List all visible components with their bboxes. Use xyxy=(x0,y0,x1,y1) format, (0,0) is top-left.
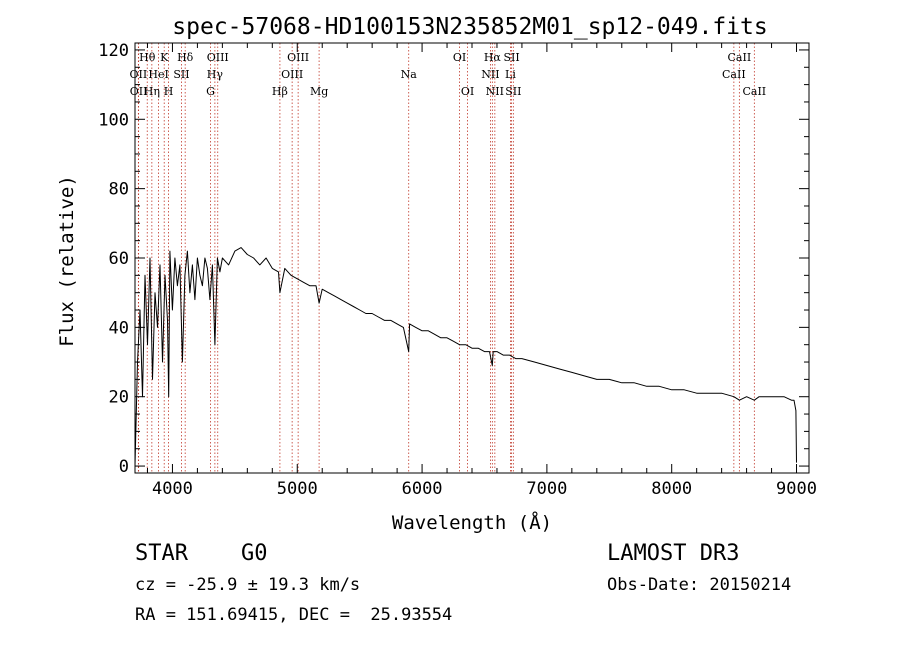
line-labels: Hθ OII OII K Hη HeI H Hδ SII OIII Hγ G Hβ OIII OIII Mg N… xyxy=(130,51,767,98)
line-label-0: Hθ xyxy=(139,51,156,64)
line-label-27: CaII xyxy=(742,85,766,98)
line-label-23: Li xyxy=(505,68,516,81)
x-tick-label-2: 6000 xyxy=(402,479,443,499)
y-tick-label-0: 0 xyxy=(119,457,129,477)
line-label-21: NII xyxy=(486,85,504,98)
y-axis-label: Flux (relative) xyxy=(56,175,78,347)
y-tick-label-2: 40 xyxy=(109,318,129,338)
line-markers xyxy=(137,43,755,473)
chart-title: spec-57068-HD100153N235852M01_sp12-049.f… xyxy=(172,14,767,40)
line-label-1: OII xyxy=(130,68,148,81)
plot-frame xyxy=(134,42,810,474)
line-label-9: OIII xyxy=(207,51,229,64)
spectrum-line xyxy=(134,247,797,467)
line-label-11: G xyxy=(206,85,215,98)
line-label-15: Mg xyxy=(310,85,328,98)
coordinates-label: RA = 151.69415, DEC = 25.93554 xyxy=(135,605,452,625)
x-tick-label-1: 5000 xyxy=(277,479,318,499)
y-axis: 0 20 40 60 80 100 120 xyxy=(98,41,809,477)
line-label-17: OI xyxy=(453,51,466,64)
line-label-24: SII xyxy=(505,85,521,98)
line-label-16: Na xyxy=(401,68,418,81)
x-tick-label-5: 9000 xyxy=(776,479,817,499)
subclass-label: G0 xyxy=(241,541,268,566)
x-tick-label-0: 4000 xyxy=(152,479,193,499)
line-label-22: SII xyxy=(503,51,519,64)
line-label-2: OII xyxy=(130,85,148,98)
line-label-5: HeI xyxy=(148,68,168,81)
line-label-18: OI xyxy=(461,85,474,98)
line-label-10: Hγ xyxy=(207,68,224,81)
line-label-19: Hα xyxy=(484,51,502,64)
y-tick-label-4: 80 xyxy=(109,180,129,200)
spectrum-series xyxy=(134,247,797,467)
line-label-3: K xyxy=(160,51,169,64)
x-axis: 4000 5000 6000 7000 8000 9000 xyxy=(146,43,817,499)
line-label-26: CaII xyxy=(722,68,746,81)
line-label-4: Hη xyxy=(144,85,160,98)
y-tick-label-5: 100 xyxy=(98,110,129,130)
x-tick-label-4: 8000 xyxy=(651,479,692,499)
y-tick-label-6: 120 xyxy=(98,41,129,61)
line-label-8: SII xyxy=(173,68,189,81)
line-label-25: CaII xyxy=(728,51,752,64)
line-label-7: Hδ xyxy=(177,51,194,64)
redshift-label: cz = -25.9 ± 19.3 km/s xyxy=(135,575,360,595)
class-label: STAR xyxy=(135,541,189,566)
y-tick-label-1: 20 xyxy=(109,388,129,408)
obs-date-label: Obs-Date: 20150214 xyxy=(607,575,791,595)
line-label-13: OIII xyxy=(287,51,309,64)
line-label-6: H xyxy=(164,85,174,98)
line-label-20: NII xyxy=(481,68,499,81)
survey-label: LAMOST DR3 xyxy=(607,541,739,566)
x-tick-label-3: 7000 xyxy=(526,479,567,499)
y-tick-label-3: 60 xyxy=(109,249,129,269)
line-label-12: Hβ xyxy=(272,85,288,98)
x-axis-label: Wavelength (Å) xyxy=(392,511,552,534)
line-label-14: OIII xyxy=(281,68,303,81)
